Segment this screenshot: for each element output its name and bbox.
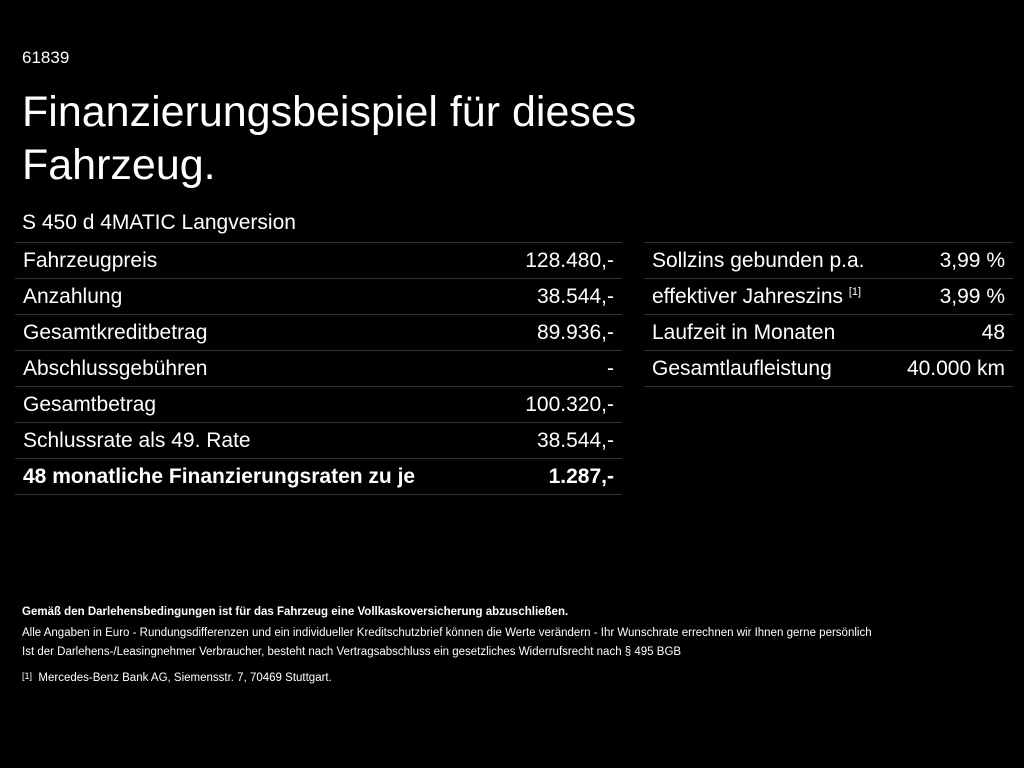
title-line: Finanzierungsbeispiel für dieses bbox=[22, 88, 637, 136]
table-row: Schlussrate als 49. Rate 38.544,- bbox=[15, 422, 622, 459]
terms-table: Sollzins gebunden p.a. 3,99 % effektiver J… bbox=[644, 242, 1013, 387]
disclaimer: Ist der Darlehens-/Leasingnehmer Verbrau… bbox=[22, 646, 682, 658]
table-row: Gesamtkreditbetrag 89.936,- bbox=[15, 314, 622, 351]
row-label-cell: Laufzeit in Monaten bbox=[644, 314, 891, 351]
vehicle-code: 61839 bbox=[22, 48, 70, 67]
row-label-cell: Gesamtlaufleistung bbox=[644, 350, 891, 387]
row-value: 3,99 % bbox=[890, 278, 1013, 315]
row-label: Gesamtlaufleistung bbox=[652, 356, 832, 380]
row-value: 100.320,- bbox=[498, 386, 622, 423]
row-label: Laufzeit in Monaten bbox=[652, 320, 836, 344]
row-label-cell: Sollzins gebunden p.a. bbox=[644, 242, 891, 279]
row-value: 38.544,- bbox=[498, 422, 622, 459]
footnote-text: Mercedes-Benz Bank AG, Siemensstr. 7, 70… bbox=[38, 672, 332, 684]
table-row: Gesamtbetrag 100.320,- bbox=[15, 386, 622, 423]
row-label: Sollzins gebunden p.a. bbox=[652, 248, 865, 272]
table-row: Laufzeit in Monaten 48 bbox=[644, 314, 1013, 351]
row-label: 48 monatliche Finanzierungsraten zu je bbox=[15, 458, 499, 495]
row-label-cell: effektiver Jahreszins [1] bbox=[644, 278, 891, 315]
row-value: 128.480,- bbox=[498, 242, 622, 279]
row-value: 48 bbox=[890, 314, 1013, 351]
row-label: Anzahlung bbox=[15, 278, 499, 315]
row-value: 40.000 km bbox=[890, 350, 1013, 387]
row-value: 3,99 % bbox=[890, 242, 1013, 279]
finance-table: Fahrzeugpreis 128.480,- Anzahlung 38.544,- G… bbox=[15, 242, 622, 495]
row-value: 1.287,- bbox=[498, 458, 622, 495]
row-label: Fahrzeugpreis bbox=[15, 242, 499, 279]
row-value: 89.936,- bbox=[498, 314, 622, 351]
table-row: Gesamtlaufleistung 40.000 km bbox=[644, 350, 1013, 387]
row-label: effektiver Jahreszins bbox=[652, 284, 844, 308]
table-row: 48 monatliche Finanzierungsraten zu je 1.… bbox=[15, 458, 622, 495]
row-label: Gesamtbetrag bbox=[15, 386, 499, 423]
table-row: effektiver Jahreszins [1] 3,99 % bbox=[644, 278, 1013, 315]
row-label: Abschlussgebühren bbox=[15, 350, 499, 387]
table-row: Fahrzeugpreis 128.480,- bbox=[15, 242, 622, 279]
row-value: 38.544,- bbox=[498, 278, 622, 315]
footnote: [1] Mercedes-Benz Bank AG, Siemensstr. 7… bbox=[22, 671, 332, 684]
title-line: Fahrzeug. bbox=[22, 141, 216, 189]
model-name: S 450 d 4MATIC Langversion bbox=[22, 211, 296, 234]
row-label: Gesamtkreditbetrag bbox=[15, 314, 499, 351]
row-label: Schlussrate als 49. Rate bbox=[15, 422, 499, 459]
footnote-mark: [1] bbox=[22, 671, 33, 681]
insurance-notice: Gemäß den Darlehensbedingungen ist für d… bbox=[22, 606, 569, 618]
row-value: - bbox=[498, 350, 622, 387]
table-row: Anzahlung 38.544,- bbox=[15, 278, 622, 315]
table-row: Sollzins gebunden p.a. 3,99 % bbox=[644, 242, 1013, 279]
table-row: Abschlussgebühren - bbox=[15, 350, 622, 387]
footnote-ref: [1] bbox=[848, 285, 862, 298]
disclaimer: Alle Angaben in Euro - Rundungsdifferenz… bbox=[22, 627, 872, 639]
page-title: Finanzierungsbeispiel für dieses Fahrzeu… bbox=[22, 86, 636, 192]
